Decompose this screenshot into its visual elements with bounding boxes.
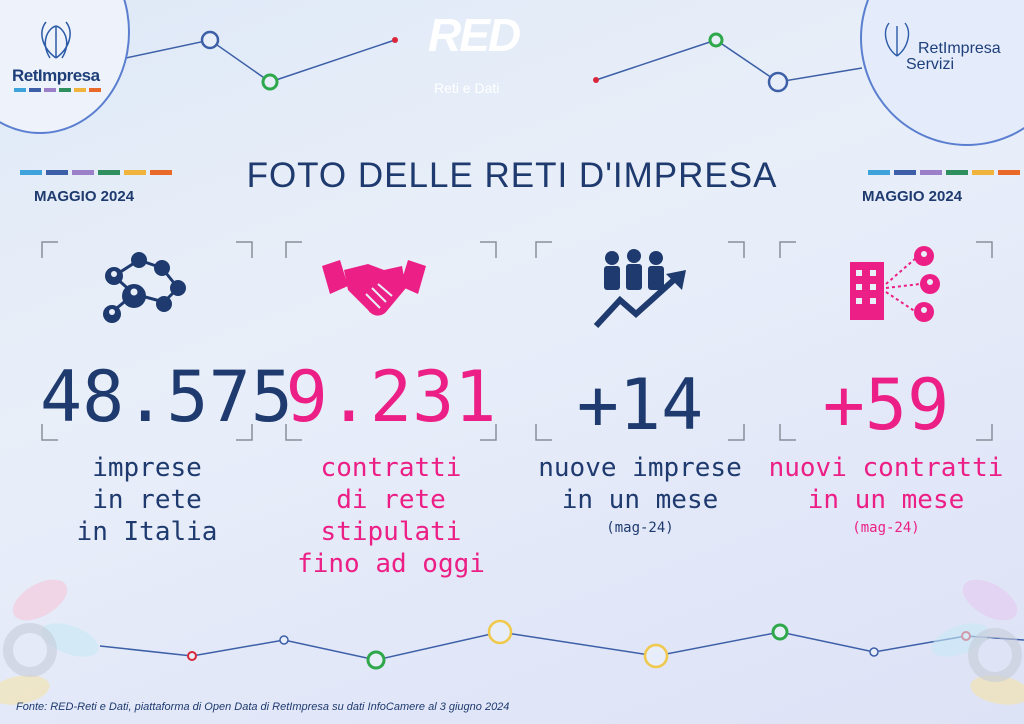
growth-people-icon bbox=[593, 249, 686, 329]
logo-colorbar-left bbox=[14, 88, 101, 92]
servizi-logo-line2: Servizi bbox=[906, 56, 955, 73]
stat-note-nuovi-contratti: (mag-24) bbox=[852, 520, 920, 536]
month-label-right: MAGGIO 2024 bbox=[862, 188, 963, 205]
stat-value-nuovi-contratti: +59 bbox=[822, 364, 950, 446]
source-footer: Fonte: RED-Reti e Dati, piattaforma di O… bbox=[16, 701, 510, 713]
retimpresa-logo-text: RetImpresa bbox=[12, 66, 100, 85]
red-logo: RED bbox=[428, 9, 521, 61]
stat-label-contratti: contratti di rete stipulati fino ad oggi bbox=[297, 453, 485, 579]
colorbar-left bbox=[20, 170, 172, 175]
network-icon bbox=[103, 252, 186, 323]
stat-value-contratti: 9.231 bbox=[285, 356, 497, 438]
building-network-icon bbox=[850, 246, 940, 322]
month-label-left: MAGGIO 2024 bbox=[34, 188, 135, 205]
stat-label-imprese: imprese in rete in Italia bbox=[76, 453, 218, 547]
colorbar-right bbox=[868, 170, 1020, 175]
page-title: FOTO DELLE RETI D'IMPRESA bbox=[246, 156, 778, 195]
stat-note-nuove-imprese: (mag-24) bbox=[606, 520, 674, 536]
stat-value-imprese: 48.575 bbox=[40, 356, 293, 438]
stat-value-nuove-imprese: +14 bbox=[576, 364, 704, 446]
servizi-logo-line1: RetImpresa bbox=[918, 40, 1001, 57]
red-logo-subtitle: Reti e Dati bbox=[434, 80, 500, 96]
retimpresa-emblem-icon bbox=[41, 21, 71, 59]
stat-label-nuove-imprese: nuove imprese in un mese bbox=[538, 453, 742, 515]
servizi-emblem-icon bbox=[884, 22, 910, 57]
stat-label-nuovi-contratti: nuovi contratti in un mese bbox=[768, 453, 1004, 515]
handshake-icon bbox=[322, 260, 426, 316]
